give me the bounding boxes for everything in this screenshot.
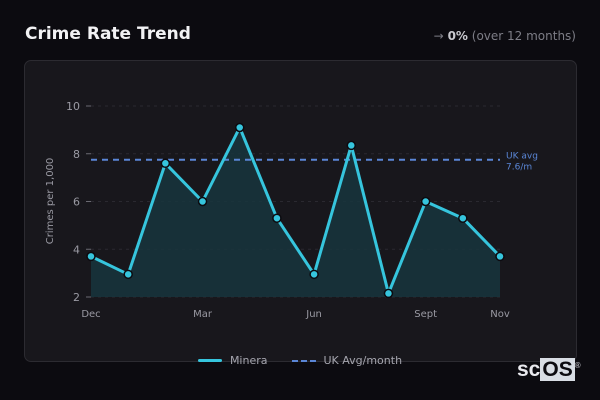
data-point[interactable] bbox=[160, 158, 171, 169]
y-tick-label: 2 bbox=[73, 291, 80, 304]
dashed-line-swatch-icon bbox=[291, 359, 316, 362]
scos-logo: scOS ® bbox=[517, 358, 581, 381]
area-fill bbox=[91, 127, 500, 297]
uk-avg-annotation: 7.6/m bbox=[506, 163, 532, 173]
data-point[interactable] bbox=[420, 196, 431, 207]
data-point[interactable] bbox=[86, 251, 96, 262]
x-tick-label: Nov bbox=[490, 309, 510, 320]
legend-item-minera[interactable]: Minera bbox=[197, 354, 268, 367]
data-point[interactable] bbox=[123, 269, 133, 280]
data-point[interactable] bbox=[197, 196, 208, 207]
uk-avg-annotation: UK avg bbox=[506, 152, 538, 162]
data-point[interactable] bbox=[272, 213, 282, 223]
legend-label: UK Avg/month bbox=[323, 354, 403, 367]
solid-line-swatch-icon bbox=[197, 359, 222, 362]
chart-legend: Minera UK Avg/month bbox=[0, 354, 600, 367]
legend-item-uk-avg[interactable]: UK Avg/month bbox=[291, 354, 403, 367]
x-tick-label: Mar bbox=[193, 309, 213, 320]
data-point[interactable] bbox=[346, 140, 357, 151]
y-tick-label: 10 bbox=[66, 100, 80, 113]
legend-label: Minera bbox=[229, 354, 268, 367]
x-tick-label: Sept bbox=[414, 309, 437, 320]
trend-period: (over 12 months) bbox=[471, 29, 576, 43]
chart-card bbox=[24, 60, 577, 362]
y-tick-label: 6 bbox=[73, 196, 80, 209]
trend-summary: → 0% (over 12 months) bbox=[434, 29, 576, 43]
data-point[interactable] bbox=[234, 122, 245, 133]
x-tick-label: Dec bbox=[81, 309, 100, 320]
data-point[interactable] bbox=[458, 213, 468, 223]
data-point[interactable] bbox=[495, 251, 505, 262]
trend-arrow-icon: → bbox=[433, 29, 444, 43]
x-tick-label: Jun bbox=[305, 309, 322, 320]
y-axis-label: Crimes per 1,000 bbox=[45, 158, 56, 245]
data-point[interactable] bbox=[309, 269, 319, 280]
trend-value: 0% bbox=[447, 29, 468, 43]
y-tick-label: 8 bbox=[73, 148, 80, 161]
chart-title: Crime Rate Trend bbox=[25, 24, 191, 44]
y-tick-label: 4 bbox=[73, 243, 80, 256]
minera-line bbox=[90, 125, 502, 295]
data-point[interactable] bbox=[383, 288, 394, 299]
